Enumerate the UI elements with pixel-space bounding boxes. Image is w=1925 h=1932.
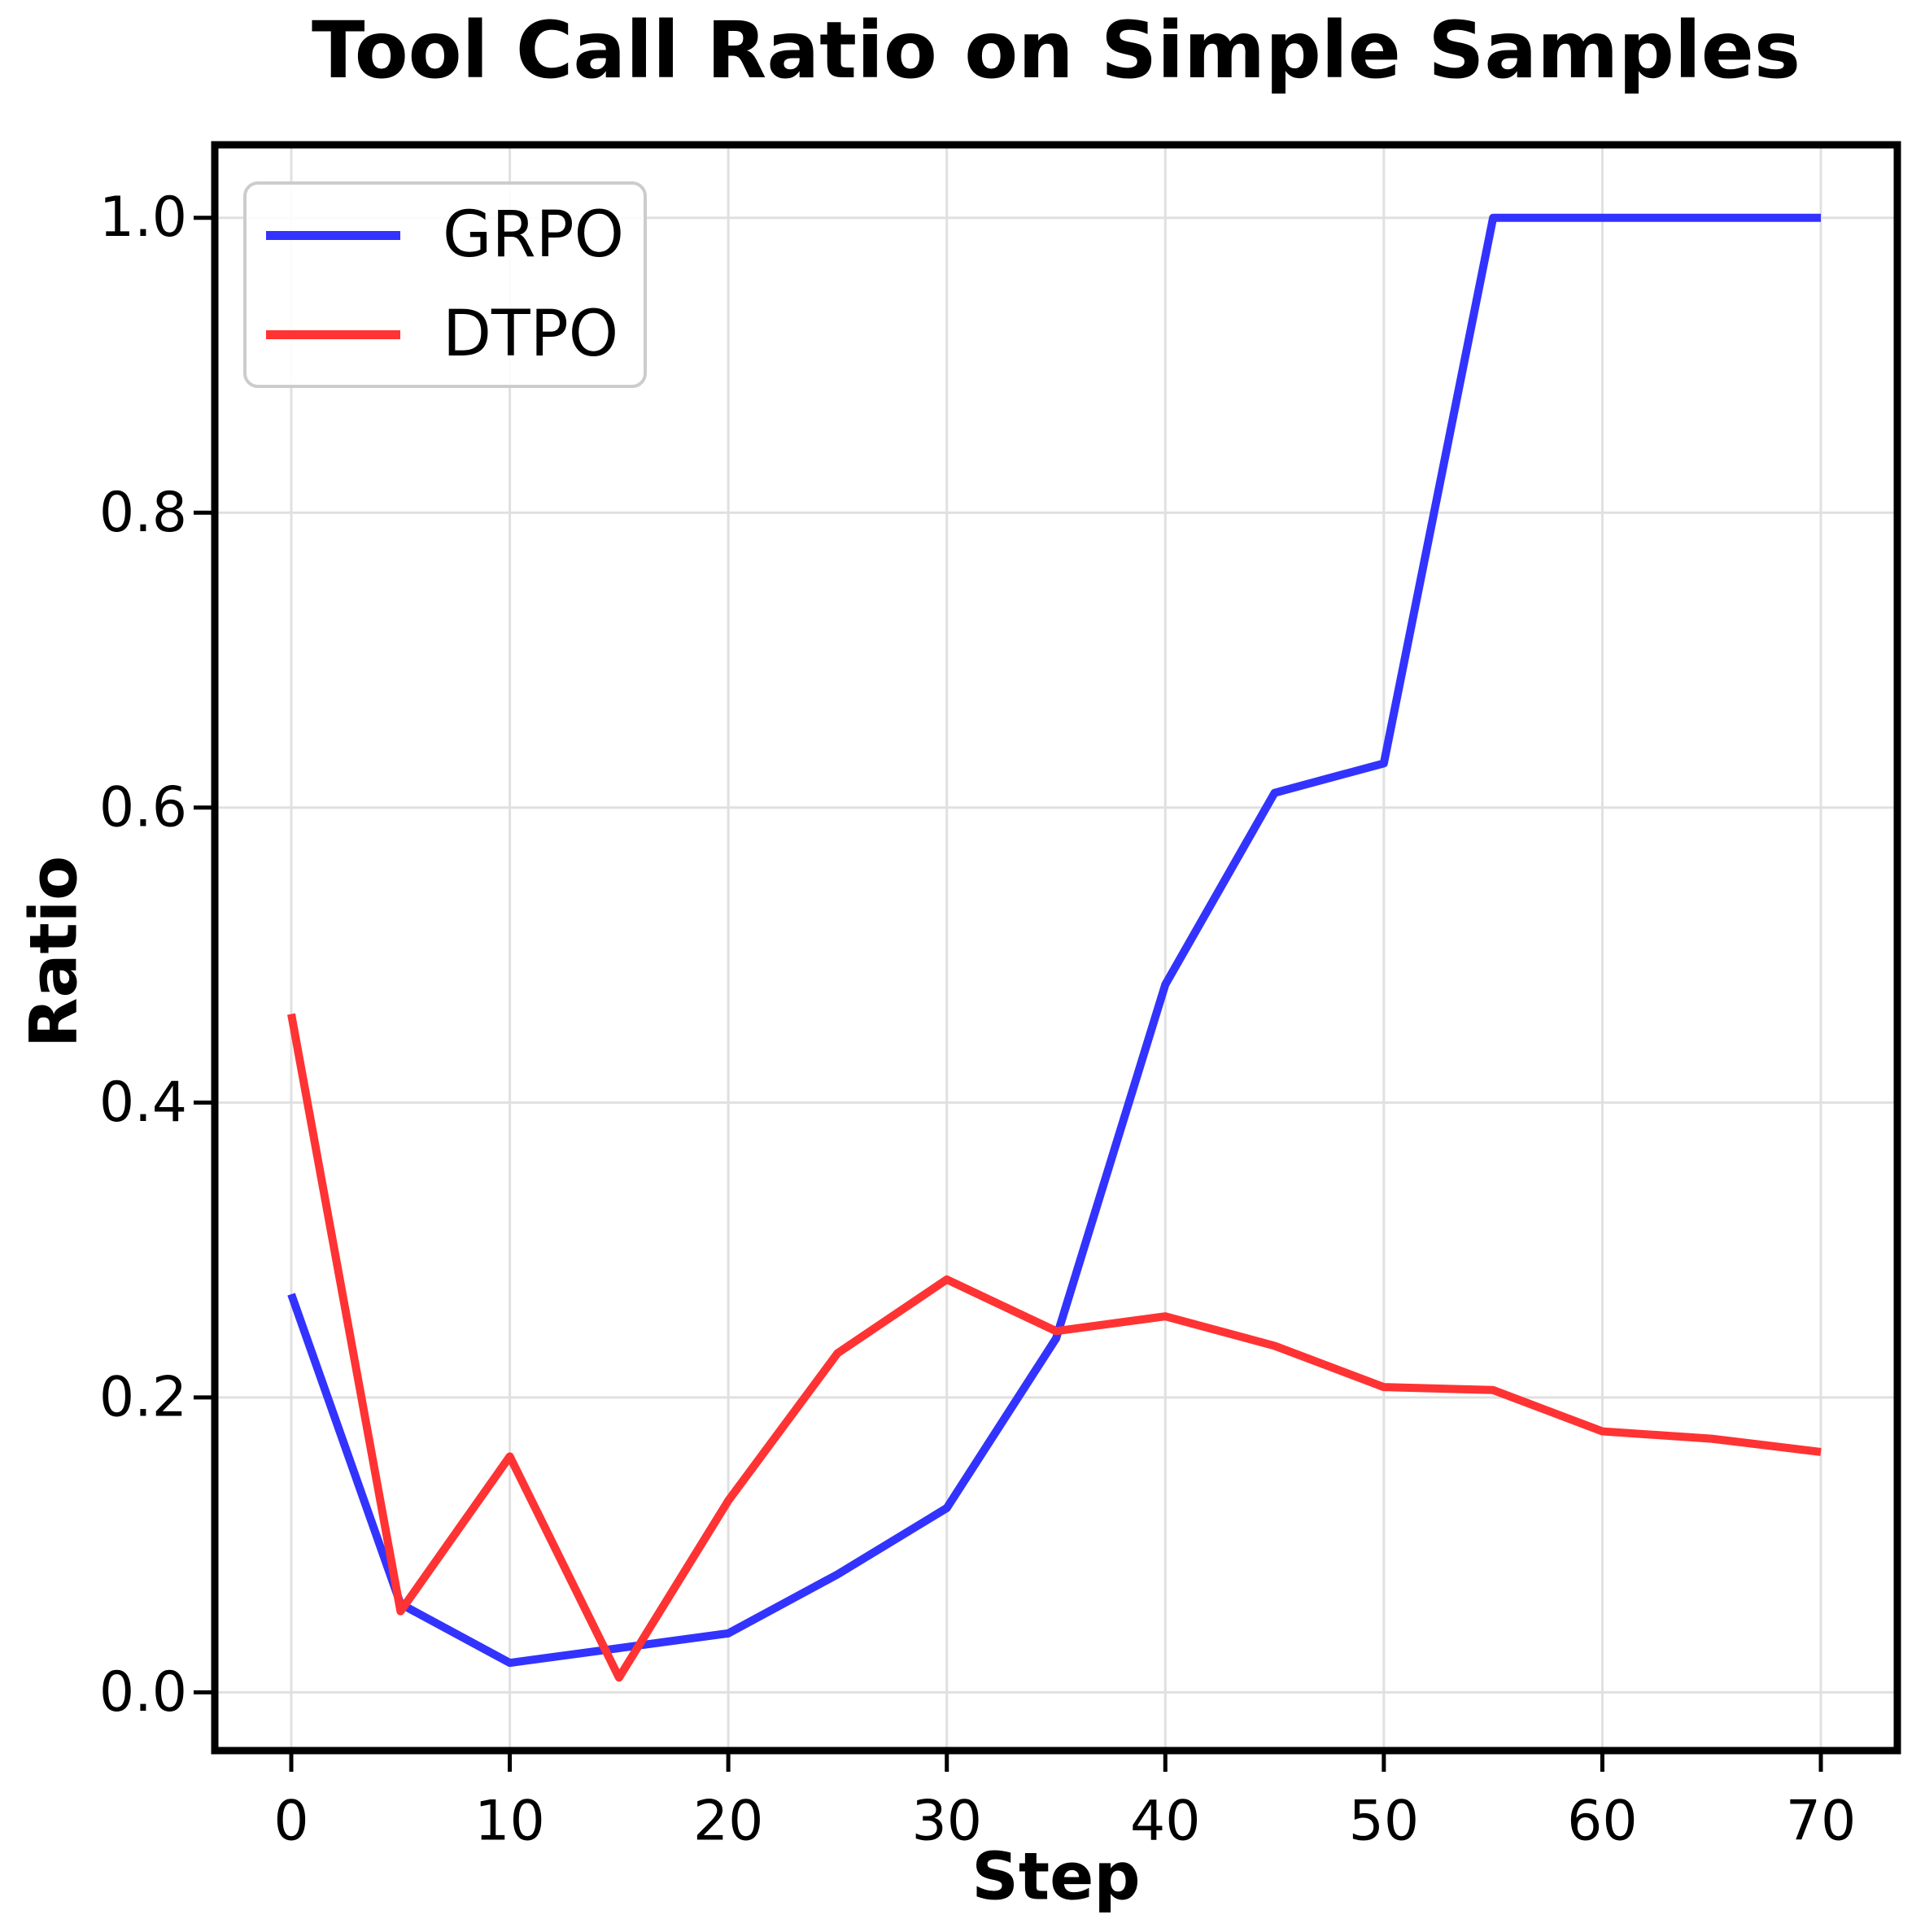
x-tick-label: 60 bbox=[1567, 1790, 1638, 1854]
y-tick-label: 0.2 bbox=[99, 1365, 187, 1429]
legend-label-dtpo: DTPO bbox=[443, 298, 619, 371]
legend-label-grpo: GRPO bbox=[443, 198, 625, 272]
x-tick-label: 10 bbox=[474, 1790, 545, 1854]
x-tick-label: 50 bbox=[1349, 1790, 1420, 1854]
legend: GRPO DTPO bbox=[243, 181, 647, 388]
x-tick-label: 30 bbox=[911, 1790, 982, 1854]
legend-item-grpo: GRPO bbox=[247, 198, 644, 273]
x-tick-label: 0 bbox=[273, 1790, 308, 1854]
x-tick-label: 70 bbox=[1786, 1790, 1857, 1854]
y-tick-label: 0.8 bbox=[99, 481, 187, 545]
y-tick-label: 0.0 bbox=[99, 1660, 187, 1725]
x-axis-label: Step bbox=[971, 1838, 1141, 1915]
axes-box bbox=[211, 141, 1901, 1755]
y-tick-label: 0.6 bbox=[99, 775, 187, 840]
grpo-line-swatch bbox=[266, 230, 400, 240]
series-line-dtpo bbox=[287, 1013, 1822, 1682]
series-line-grpo bbox=[287, 213, 1821, 1668]
y-tick-label: 1.0 bbox=[99, 185, 187, 250]
y-tick-label: 0.4 bbox=[99, 1071, 187, 1135]
chart-title: Tool Call Ratio on Simple Samples bbox=[311, 5, 1801, 96]
dtpo-line-swatch bbox=[266, 329, 400, 339]
legend-item-dtpo: DTPO bbox=[247, 297, 644, 372]
x-tick-label: 40 bbox=[1130, 1790, 1201, 1854]
x-tick-label: 20 bbox=[693, 1790, 764, 1854]
